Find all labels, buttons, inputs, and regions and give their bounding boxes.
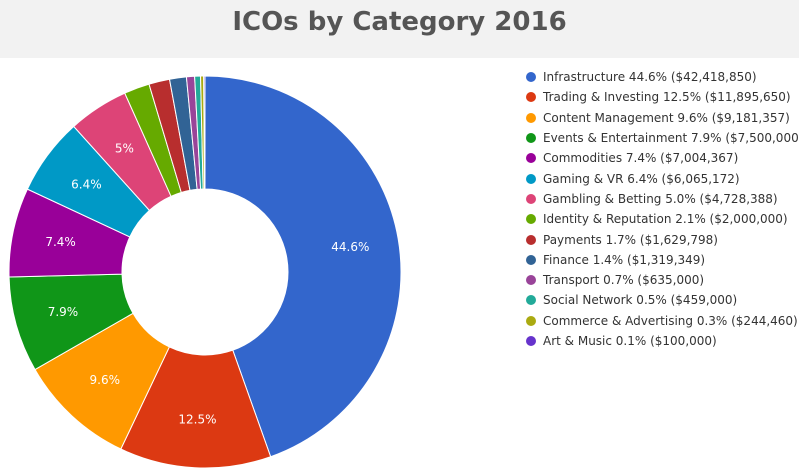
slice-label: 6.4% <box>71 177 102 191</box>
slice-label: 12.5% <box>178 412 216 426</box>
legend-item[interactable]: Events & Entertainment 7.9% ($7,500,000) <box>526 128 799 148</box>
legend-label: Gambling & Betting 5.0% ($4,728,388) <box>543 191 778 206</box>
slice-trading-investing[interactable] <box>120 346 272 468</box>
legend-label: Trading & Investing 12.5% ($11,895,650) <box>543 90 791 105</box>
legend-swatch <box>526 275 536 286</box>
legend-swatch <box>526 193 536 204</box>
legend-swatch <box>526 173 536 184</box>
slice-infrastructure[interactable] <box>204 75 402 458</box>
legend-label: Events & Entertainment 7.9% ($7,500,000) <box>543 131 799 146</box>
legend-item[interactable]: Social Network 0.5% ($459,000) <box>526 290 796 310</box>
legend-label: Social Network 0.5% ($459,000) <box>543 293 738 308</box>
legend-item[interactable]: Payments 1.7% ($1,629,798) <box>526 229 796 249</box>
legend-item[interactable]: Content Management 9.6% ($9,181,357) <box>526 108 796 128</box>
legend-swatch <box>526 153 536 164</box>
legend-label: Identity & Reputation 2.1% ($2,000,000) <box>543 212 788 227</box>
slice-label: 5% <box>115 141 134 155</box>
slice-label: 9.6% <box>90 373 121 387</box>
legend-label: Finance 1.4% ($1,319,349) <box>543 252 706 267</box>
slice-label: 7.4% <box>45 235 76 249</box>
chart-title: ICOs by Category 2016 <box>232 7 567 37</box>
legend-item[interactable]: Identity & Reputation 2.1% ($2,000,000) <box>526 209 796 229</box>
legend-label: Commodities 7.4% ($7,004,367) <box>543 151 739 166</box>
legend-item[interactable]: Commerce & Advertising 0.3% ($244,460) <box>526 311 798 331</box>
legend-swatch <box>526 295 536 306</box>
slice-art-music[interactable] <box>203 75 206 190</box>
legend-label: Art & Music 0.1% ($100,000) <box>543 334 717 348</box>
legend-swatch <box>526 112 536 123</box>
legend-label: Content Management 9.6% ($9,181,357) <box>543 110 790 125</box>
legend-label: Transport 0.7% ($635,000) <box>543 273 705 288</box>
slice-label: 7.9% <box>48 305 79 319</box>
chart-header: ICOs by Category 2016 <box>0 0 799 58</box>
legend-item[interactable]: Trading & Investing 12.5% ($11,895,650) <box>526 87 796 107</box>
chart-legend: Infrastructure 44.6% ($42,418,850) Tradin… <box>526 67 799 351</box>
legend-swatch <box>526 254 536 265</box>
legend-item[interactable]: Gambling & Betting 5.0% ($4,728,388) <box>526 189 796 209</box>
legend-item[interactable]: Art & Music 0.1% ($100,000) <box>526 331 796 351</box>
legend-item[interactable]: Finance 1.4% ($1,319,349) <box>526 250 796 270</box>
legend-swatch <box>526 336 536 346</box>
legend-swatch <box>526 92 536 103</box>
legend-label: Gaming & VR 6.4% ($6,065,172) <box>543 171 740 186</box>
legend-swatch <box>526 234 536 245</box>
legend-swatch <box>526 315 536 326</box>
legend-swatch <box>526 214 536 225</box>
legend-item[interactable]: Infrastructure 44.6% ($42,418,850) <box>526 67 796 87</box>
legend-swatch <box>526 72 536 83</box>
legend-label: Infrastructure 44.6% ($42,418,850) <box>543 70 757 85</box>
legend-item[interactable]: Gaming & VR 6.4% ($6,065,172) <box>526 168 796 188</box>
legend-swatch <box>526 133 536 144</box>
legend-item[interactable]: Commodities 7.4% ($7,004,367) <box>526 148 796 168</box>
legend-label: Payments 1.7% ($1,629,798) <box>543 232 718 247</box>
legend-label: Commerce & Advertising 0.3% ($244,460) <box>543 313 798 328</box>
slice-label: 44.6% <box>331 240 369 254</box>
legend-item[interactable]: Transport 0.7% ($635,000) <box>526 270 796 290</box>
